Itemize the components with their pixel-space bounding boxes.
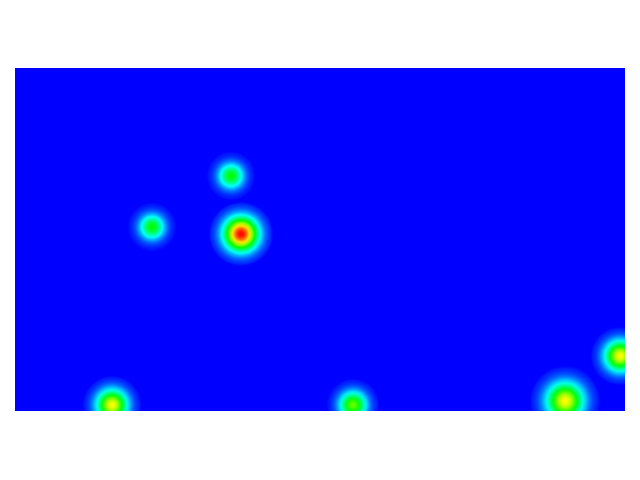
heatmap-background <box>15 68 625 411</box>
hotspot-1 <box>127 202 177 252</box>
plot-area <box>15 68 640 437</box>
hotspot-2 <box>206 151 256 201</box>
hotspot-5 <box>326 378 380 432</box>
hotspot-3 <box>208 201 274 267</box>
hotspot-6 <box>529 365 601 437</box>
hotspot-4 <box>82 375 142 435</box>
